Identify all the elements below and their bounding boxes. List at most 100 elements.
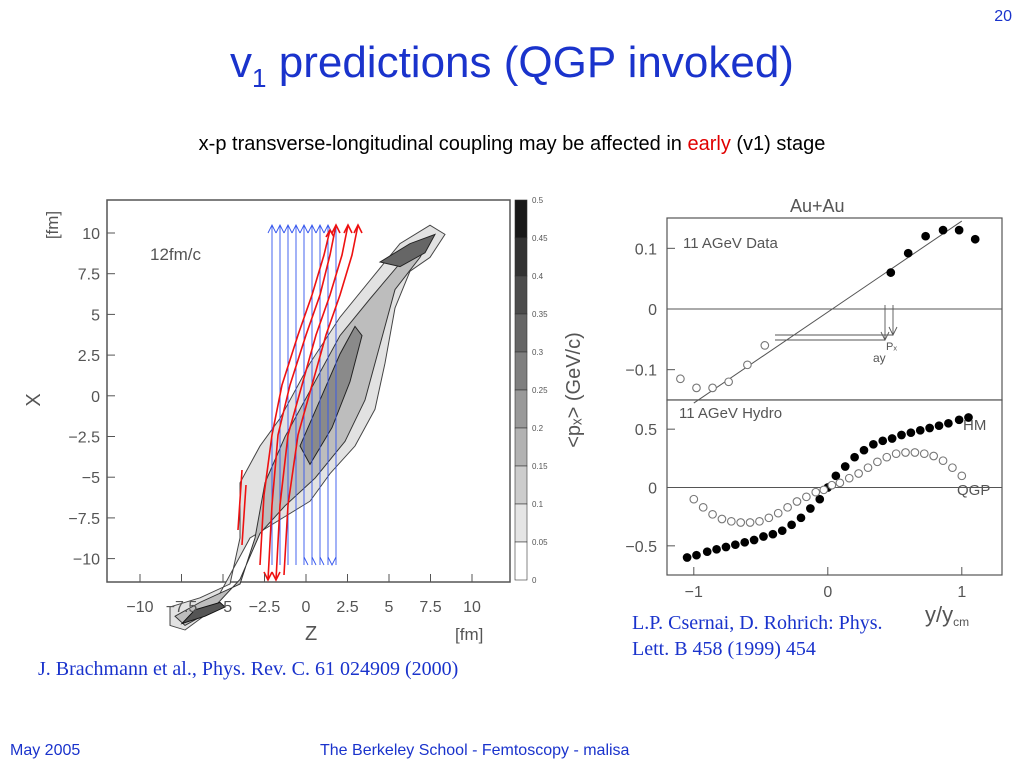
- y-tick-label: −5: [82, 470, 100, 487]
- top-plot: −0.1 0 0.1: [625, 220, 1002, 404]
- right-figure: Au+Au 11 AGeV Data 11 AGeV Hydro −0.1 0 0.…: [625, 196, 1003, 629]
- y-tick-label: −7.5: [68, 511, 100, 528]
- filled-data-point: [815, 494, 825, 504]
- colorbar-band: [514, 313, 528, 353]
- fit-line: [693, 220, 963, 404]
- open-data-point: [811, 487, 821, 497]
- colorbar-band: [514, 275, 528, 315]
- colorbar-tick-label: 0.3: [532, 348, 544, 357]
- x-tick-label: 7.5: [419, 599, 441, 616]
- time-label: 12fm/c: [150, 245, 202, 264]
- colorbar-ticks: 0.5 0.45 0.4 0.35 0.3 0.25 0.2 0.15 0.1 0.05 0: [532, 196, 548, 585]
- open-data-point: [792, 497, 802, 506]
- filled-data-point: [954, 415, 964, 425]
- x-axis-label: Z: [305, 623, 317, 645]
- y-tick-label: 5: [91, 307, 100, 324]
- filled-data-point: [692, 550, 701, 560]
- open-data-point: [957, 471, 967, 481]
- open-data-point: [910, 448, 920, 457]
- filled-data-point: [831, 471, 841, 481]
- open-data-point: [755, 516, 764, 526]
- y-tick-label: −0.1: [625, 363, 657, 380]
- colorbar-tick-label: 0.5: [532, 196, 544, 205]
- colorbar-band: [514, 541, 528, 581]
- y-unit-label: [fm]: [43, 211, 62, 239]
- red-velocity-arrows: [237, 223, 363, 582]
- open-data-point: [717, 514, 727, 524]
- slide-title: v1 predictions (QGP invoked): [0, 38, 1024, 94]
- open-data-point: [689, 494, 699, 504]
- x-tick-label: 2.5: [336, 599, 358, 616]
- open-data-point: [764, 513, 774, 523]
- bottom-plot: −0.5 0 0.5 −1 0 1: [625, 413, 1002, 601]
- density-contours: [169, 224, 446, 631]
- filled-data-point: [806, 504, 815, 513]
- bottom-panel-label: 11 AGeV Hydro: [679, 405, 782, 422]
- left-y-ticks: 10 7.5 5 2.5 0 −2.5 −5 −7.5 −10: [68, 226, 115, 569]
- filled-data-point: [887, 434, 897, 443]
- filled-data-point: [954, 225, 964, 235]
- open-data-point: [835, 478, 845, 488]
- annotation-ay: ay: [873, 351, 886, 365]
- subtitle-highlight: early: [687, 133, 731, 155]
- y-tick-label: 0: [648, 302, 657, 319]
- filled-data-point: [964, 413, 973, 422]
- subtitle-after: (v1) stage: [730, 133, 826, 155]
- filled-data-point: [702, 547, 712, 557]
- open-data-point: [724, 377, 733, 387]
- x-tick-label: −7.5: [166, 599, 198, 616]
- filled-data-point: [906, 428, 916, 438]
- open-data-point: [854, 469, 863, 478]
- open-data-point: [708, 509, 717, 519]
- filled-data-point: [749, 535, 759, 545]
- slide-subtitle: x-p transverse-longitudinal coupling may…: [0, 133, 1024, 156]
- x-tick-label: 5: [385, 599, 394, 616]
- filled-data-point: [740, 537, 750, 547]
- x-tick-label: 0: [302, 599, 311, 616]
- colorbar-tick-label: 0.15: [532, 462, 548, 471]
- open-data-point: [736, 518, 746, 527]
- colorbar-band: [514, 351, 528, 391]
- open-data-point: [882, 452, 892, 462]
- filled-data-point: [886, 268, 896, 277]
- colorbar-band: [514, 427, 528, 467]
- x-tick-label: −1: [685, 584, 703, 601]
- x-unit-label: [fm]: [455, 625, 483, 644]
- filled-data-point: [859, 445, 869, 455]
- footer-text: The Berkeley School - Femtoscopy - malis…: [320, 742, 630, 759]
- legend-qgp: QGP: [957, 482, 990, 499]
- open-data-point: [676, 374, 685, 384]
- filled-data-point: [903, 248, 913, 258]
- colorbar: [514, 199, 528, 581]
- open-data-point: [948, 463, 957, 473]
- open-data-point: [844, 473, 854, 483]
- open-data-point: [692, 383, 701, 393]
- open-data-point: [901, 448, 910, 457]
- filled-data-point: [840, 462, 850, 471]
- x-tick-label: −2.5: [249, 599, 281, 616]
- open-data-point: [708, 383, 717, 393]
- filled-data-point: [682, 553, 692, 562]
- x-tick-label: −10: [126, 599, 153, 616]
- filled-data-point: [878, 436, 888, 446]
- right-x-axis-label: y/ycm: [925, 602, 969, 629]
- open-data-point: [863, 463, 873, 473]
- filled-data-point: [796, 513, 806, 523]
- y-tick-label: 7.5: [78, 267, 100, 284]
- colorbar-tick-label: 0: [532, 576, 537, 585]
- colorbar-tick-label: 0.2: [532, 424, 544, 433]
- colorbar-tick-label: 0.45: [532, 234, 548, 243]
- colorbar-band: [514, 237, 528, 277]
- filled-data-point: [944, 418, 953, 428]
- left-figure: 12fm/c [fm] X 10 7.5 5 2.5 0 −2.5 −5 −7.5 −10 −1…: [23, 196, 585, 645]
- colorbar-label: <pₓ> (GeV/c): [563, 332, 585, 448]
- filled-data-point: [925, 423, 934, 433]
- left-figure-caption: J. Brachmann et al., Phys. Rev. C. 61 02…: [38, 658, 459, 680]
- open-data-point: [929, 451, 939, 461]
- open-data-point: [938, 456, 948, 466]
- right-x-axis-label-sub: cm: [953, 615, 969, 629]
- y-tick-label: 0: [91, 389, 100, 406]
- y-tick-label: 2.5: [78, 348, 100, 365]
- y-axis-label: X: [23, 393, 45, 406]
- y-tick-label: −10: [73, 552, 100, 569]
